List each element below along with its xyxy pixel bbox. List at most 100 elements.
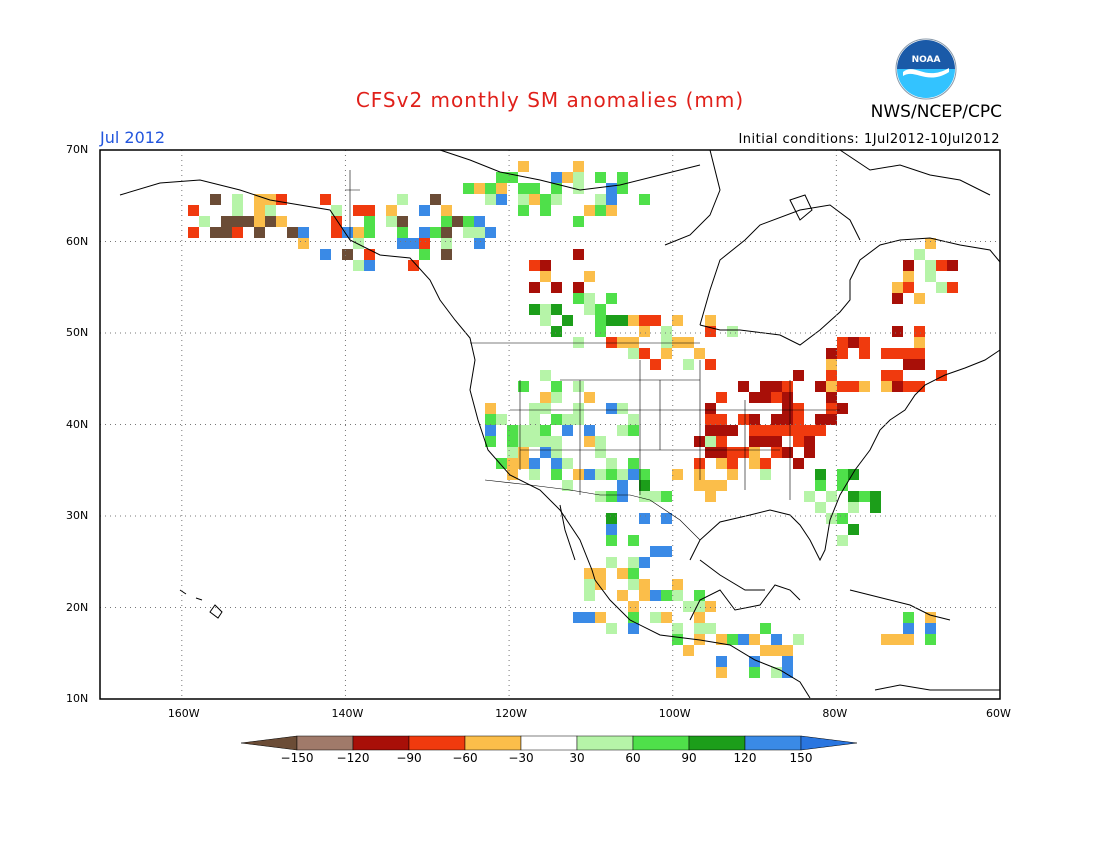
anomaly-cell: [254, 227, 265, 238]
anomaly-cell: [617, 183, 628, 194]
anomaly-cell: [606, 524, 617, 535]
anomaly-cell: [771, 447, 782, 458]
anomaly-cell: [705, 601, 716, 612]
anomaly-cell: [848, 524, 859, 535]
anomaly-cell: [716, 634, 727, 645]
colorbar-tick-label: 120: [733, 751, 757, 765]
anomaly-cell: [573, 161, 584, 172]
anomaly-cell: [694, 601, 705, 612]
anomaly-cell: [771, 381, 782, 392]
anomaly-cell: [353, 260, 364, 271]
anomaly-cell: [606, 183, 617, 194]
anomaly-cell: [606, 293, 617, 304]
anomaly-cell: [705, 414, 716, 425]
anomaly-cell: [573, 414, 584, 425]
anomaly-cell: [606, 337, 617, 348]
anomaly-cell: [606, 458, 617, 469]
anomaly-cell: [628, 348, 639, 359]
anomaly-cell: [364, 227, 375, 238]
anomaly-cell: [716, 392, 727, 403]
anomaly-cell: [595, 315, 606, 326]
anomaly-cell: [617, 568, 628, 579]
colorbar-segment: [352, 735, 410, 751]
lon-label: 100W: [658, 707, 691, 720]
anomaly-cell: [562, 315, 573, 326]
anomaly-cell: [496, 172, 507, 183]
anomaly-cell: [518, 194, 529, 205]
anomaly-cell: [386, 205, 397, 216]
anomaly-cell: [496, 414, 507, 425]
anomaly-cell: [397, 216, 408, 227]
anomaly-cell: [551, 282, 562, 293]
anomaly-cell: [540, 436, 551, 447]
anomaly-cell: [529, 403, 540, 414]
anomaly-cell: [793, 458, 804, 469]
anomaly-cell: [903, 381, 914, 392]
anomaly-cell: [760, 381, 771, 392]
anomaly-cell: [760, 469, 771, 480]
lat-label: 70N: [66, 143, 89, 156]
anomaly-cell: [507, 447, 518, 458]
anomaly-cell: [837, 381, 848, 392]
anomaly-cell: [749, 425, 760, 436]
anomaly-cell: [683, 601, 694, 612]
valid-month-label: Jul 2012: [100, 128, 166, 147]
colorbar-tick-label: −90: [396, 751, 422, 765]
anomaly-cell: [936, 260, 947, 271]
anomaly-cell: [716, 447, 727, 458]
logo-text: NOAA: [912, 55, 941, 65]
anomaly-cell: [749, 667, 760, 678]
anomaly-cell: [298, 227, 309, 238]
anomaly-cell: [254, 194, 265, 205]
anomaly-cell: [837, 337, 848, 348]
anomaly-cell: [529, 194, 540, 205]
anomaly-cell: [628, 623, 639, 634]
anomaly-cell: [760, 425, 771, 436]
anomaly-cell: [298, 238, 309, 249]
lon-label: 140W: [331, 707, 364, 720]
lat-label: 50N: [66, 326, 89, 339]
anomaly-cell: [221, 227, 232, 238]
colorbar-segment: [520, 735, 578, 751]
anomaly-cell: [419, 238, 430, 249]
anomaly-cell: [793, 370, 804, 381]
anomaly-cell: [892, 634, 903, 645]
anomaly-cell: [705, 491, 716, 502]
anomaly-cell: [826, 348, 837, 359]
colorbar-tick-label: −120: [336, 751, 370, 765]
anomaly-cell: [716, 480, 727, 491]
anomaly-cell: [540, 403, 551, 414]
anomaly-cell: [683, 645, 694, 656]
anomaly-cell: [870, 491, 881, 502]
anomaly-cell: [485, 403, 496, 414]
anomaly-cell: [771, 414, 782, 425]
anomaly-cell: [540, 447, 551, 458]
anomaly-cell: [595, 172, 606, 183]
anomaly-cell: [485, 436, 496, 447]
anomaly-cell: [771, 667, 782, 678]
anomaly-cell: [573, 282, 584, 293]
anomaly-cell: [606, 513, 617, 524]
anomaly-cell: [925, 623, 936, 634]
anomaly-cell: [694, 623, 705, 634]
anomaly-cell: [859, 491, 870, 502]
anomaly-cell: [716, 425, 727, 436]
anomaly-cell: [639, 557, 650, 568]
anomaly-cell: [925, 271, 936, 282]
anomaly-cell: [617, 425, 628, 436]
anomaly-cell: [848, 469, 859, 480]
anomaly-cell: [782, 392, 793, 403]
anomaly-cell: [529, 414, 540, 425]
anomaly-cell: [232, 227, 243, 238]
anomaly-cell: [716, 436, 727, 447]
anomaly-cell: [628, 414, 639, 425]
anomaly-cell: [639, 491, 650, 502]
anomaly-cell: [782, 425, 793, 436]
anomaly-cell: [815, 502, 826, 513]
anomaly-cell: [606, 469, 617, 480]
anomaly-cell: [441, 249, 452, 260]
lat-label: 40N: [66, 417, 89, 431]
anomaly-cell: [353, 205, 364, 216]
anomaly-cell: [947, 282, 958, 293]
anomaly-cell: [881, 634, 892, 645]
